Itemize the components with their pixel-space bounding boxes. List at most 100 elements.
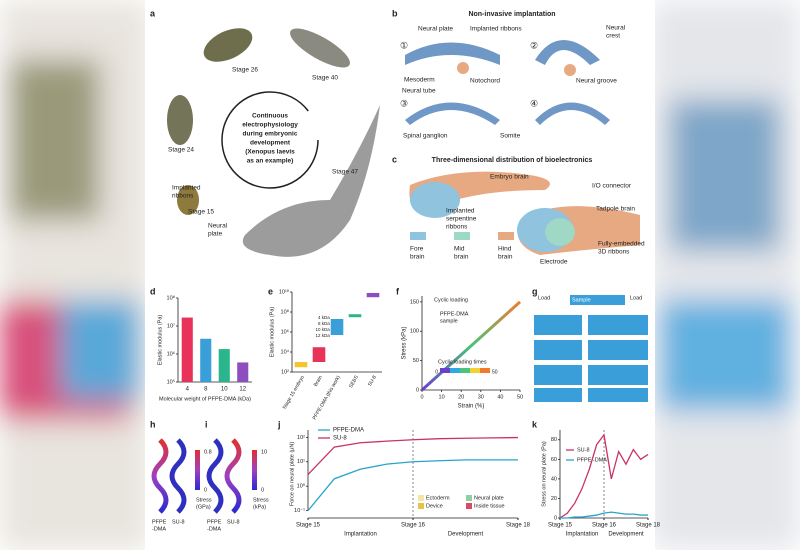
legend-label: Inside tissue xyxy=(474,503,505,509)
figure-area xyxy=(145,0,655,550)
label: Neural plate xyxy=(418,26,453,33)
y-tick-label: 10⁴ xyxy=(281,348,290,355)
legend-swatch xyxy=(466,503,472,509)
label: plate xyxy=(208,231,222,238)
label: 10 kDa xyxy=(316,327,331,332)
label: PFPE xyxy=(152,519,167,525)
illustrations xyxy=(151,28,648,514)
series-line xyxy=(559,433,649,519)
bar xyxy=(237,362,249,382)
label: PFPE-DMA xyxy=(440,311,469,317)
y-tick-label: 10⁸ xyxy=(167,294,175,301)
y-tick-label: 10² xyxy=(281,369,289,375)
label: electrophysiology xyxy=(242,122,298,129)
label: serpentine xyxy=(446,216,477,223)
legend-swatch xyxy=(498,232,514,240)
label: Hind xyxy=(498,246,512,253)
label: Elastic modulus (Pa) xyxy=(157,315,163,366)
label: Development xyxy=(608,532,644,538)
label: 3D ribbons xyxy=(598,249,630,256)
label: Stage 40 xyxy=(312,75,338,82)
label: Stress xyxy=(196,497,212,503)
x-tick-label: Stage 18 xyxy=(636,523,661,529)
label: Fore xyxy=(410,246,424,253)
label: Mesoderm xyxy=(404,77,435,84)
label: Tadpole brain xyxy=(596,206,635,213)
y-tick-label: 20 xyxy=(551,496,557,502)
legend-label: SU-8 xyxy=(333,436,347,442)
label: Load xyxy=(630,295,642,301)
label: Neural xyxy=(208,223,228,230)
panel-label: g xyxy=(532,286,538,296)
label: (Xenopus laevis xyxy=(245,149,295,156)
label: Elastic modulus (Pa) xyxy=(269,307,275,358)
panel-label: e xyxy=(268,286,273,296)
y-tick-label: 10² xyxy=(297,435,305,441)
label: sample xyxy=(440,318,458,324)
colorbar-segment xyxy=(460,368,470,373)
label: Neural xyxy=(606,25,626,32)
y-tick-label: 0 xyxy=(554,515,557,521)
x-tick-label: Stage 16 xyxy=(401,523,426,529)
x-tick-label: 20 xyxy=(458,394,464,400)
y-tick-label: 10¹ xyxy=(297,459,305,465)
bar xyxy=(200,338,212,382)
y-tick-label: 40 xyxy=(551,476,557,482)
panel-label: j xyxy=(277,419,281,429)
label: ribbons xyxy=(446,224,468,231)
x-tick-label: Brain xyxy=(313,374,324,387)
series-line xyxy=(307,459,518,512)
y-tick-label: 10⁰ xyxy=(297,483,306,490)
label: Stage 24 xyxy=(168,147,194,154)
label: 0 xyxy=(435,369,438,375)
label: 0 xyxy=(204,487,207,493)
colorbar-segment xyxy=(450,368,460,373)
x-tick-label: 8 xyxy=(204,387,208,393)
label: -DMA xyxy=(152,526,166,532)
panel-label: c xyxy=(392,154,397,164)
label: Development xyxy=(448,532,484,538)
label: Implanted xyxy=(446,208,475,215)
label: Neural tube xyxy=(402,88,436,95)
range-bar xyxy=(330,318,344,336)
bar xyxy=(181,317,193,382)
label: 12 kDa xyxy=(316,333,331,338)
label: Cyclic loading xyxy=(434,297,468,303)
y-tick-label: 10⁵ xyxy=(167,378,175,385)
label: Implanted ribbons xyxy=(470,26,522,33)
y-tick-label: 80 xyxy=(551,437,557,443)
x-tick-label: Stage 18 xyxy=(506,523,531,529)
label: crest xyxy=(606,33,620,40)
label: Stress on neural plate (Pa) xyxy=(541,441,547,507)
label: Stage 47 xyxy=(332,169,358,176)
label: 8 kDa xyxy=(318,321,330,326)
label: Sample xyxy=(572,297,591,303)
panel-label: f xyxy=(396,286,400,296)
bar xyxy=(218,349,230,382)
label: brain xyxy=(454,254,469,261)
label: Three-dimensional distribution of bioele… xyxy=(432,157,593,164)
label: SU-8 xyxy=(172,519,185,525)
x-tick-label: Stage 15 xyxy=(548,523,573,529)
range-bar xyxy=(294,362,308,368)
label: during embryonic xyxy=(243,131,298,138)
x-tick-label: 4 xyxy=(186,387,190,393)
label: ③ xyxy=(400,98,408,108)
label: -DMA xyxy=(207,526,221,532)
label: Somite xyxy=(500,133,521,140)
label: SU-8 xyxy=(227,519,240,525)
x-tick-label: SU-8 xyxy=(367,374,378,387)
y-tick-label: 0 xyxy=(416,387,419,393)
label: ① xyxy=(400,40,408,50)
legend-swatch xyxy=(418,495,424,501)
legend-label: PFPE-DMA xyxy=(333,428,364,434)
panel-label: b xyxy=(392,8,398,18)
label: Stage 26 xyxy=(232,67,258,74)
panel-label: i xyxy=(205,419,208,429)
label: 2 mm xyxy=(596,306,610,312)
label: PFPE xyxy=(207,519,222,525)
legend-label: SU-8 xyxy=(577,447,590,453)
legend-swatch xyxy=(466,495,472,501)
label: Non-invasive implantation xyxy=(468,11,555,18)
